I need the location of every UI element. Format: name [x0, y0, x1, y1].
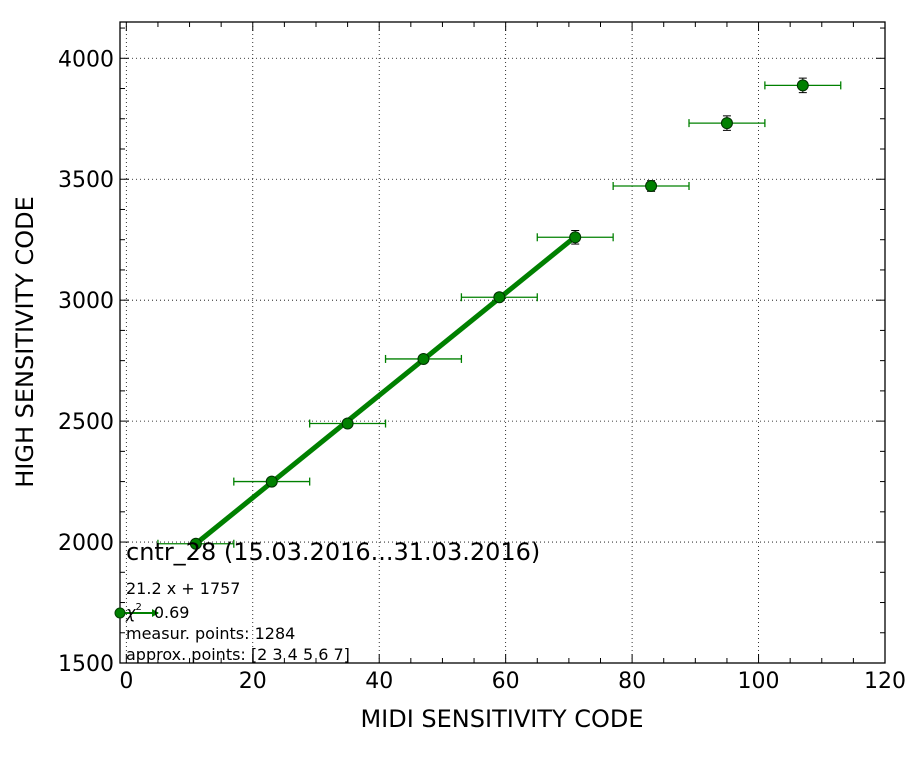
- x-tick-label: 0: [119, 669, 133, 694]
- annotation-chi-squared: χ2 0.69: [125, 602, 189, 622]
- data-point: [265, 475, 278, 488]
- legend-line-sample: [114, 607, 159, 619]
- plot-background: [120, 22, 885, 663]
- data-point-group: [384, 352, 463, 365]
- data-point: [189, 537, 202, 550]
- y-axis-title: HIGH SENSITIVITY CODE: [11, 196, 39, 488]
- chi-exponent: 2: [135, 602, 141, 613]
- data-point-group: [309, 417, 387, 430]
- y-tick-label: 3500: [58, 168, 114, 193]
- annotation-block: cntr_28 (15.03.2016...31.03.2016) 21.2 x…: [114, 538, 540, 664]
- data-point: [569, 231, 582, 244]
- x-tick-label: 100: [738, 669, 780, 694]
- y-tick-label: 2500: [58, 410, 114, 435]
- data-point-group: [233, 475, 311, 488]
- data-marks: [157, 77, 842, 550]
- data-point: [720, 117, 733, 130]
- annotation-title: cntr_28 (15.03.2016...31.03.2016): [126, 538, 540, 566]
- chi-symbol: χ: [125, 603, 136, 622]
- chi-value: 0.69: [154, 603, 190, 622]
- y-tick-label: 4000: [58, 47, 114, 72]
- grid-lines: [120, 22, 885, 663]
- plot-frame: [119, 21, 886, 664]
- annotation-measur-points: measur. points: 1284: [126, 624, 295, 643]
- data-point-group: [536, 230, 614, 245]
- tick-labels: 0 20 40 60 80 100 120 1500 2000 2500 3000 3500 4000: [58, 47, 906, 694]
- axis-ticks: [120, 22, 886, 664]
- data-point: [645, 179, 658, 192]
- x-tick-label: 80: [618, 669, 646, 694]
- data-point: [417, 352, 430, 365]
- y-tick-label: 1500: [58, 652, 114, 677]
- data-point-group: [460, 291, 538, 304]
- data-point: [796, 79, 809, 92]
- data-point-group: [157, 537, 235, 550]
- annotation-approx-points: approx. points: [2 3 4 5 6 7]: [126, 645, 350, 664]
- data-point: [341, 417, 354, 430]
- fit-line: [194, 234, 577, 546]
- x-tick-label: 60: [492, 669, 520, 694]
- x-tick-label: 120: [864, 669, 906, 694]
- annotation-equation: 21.2 x + 1757: [126, 579, 240, 598]
- x-tick-label: 40: [365, 669, 393, 694]
- x-axis-title: MIDI SENSITIVITY CODE: [360, 705, 643, 733]
- x-tick-label: 20: [239, 669, 267, 694]
- y-tick-label: 3000: [58, 289, 114, 314]
- data-point-group: [688, 115, 766, 131]
- y-tick-label: 2000: [58, 531, 114, 556]
- data-point-group: [764, 77, 842, 94]
- data-point: [493, 291, 506, 304]
- data-point-group: [612, 179, 690, 192]
